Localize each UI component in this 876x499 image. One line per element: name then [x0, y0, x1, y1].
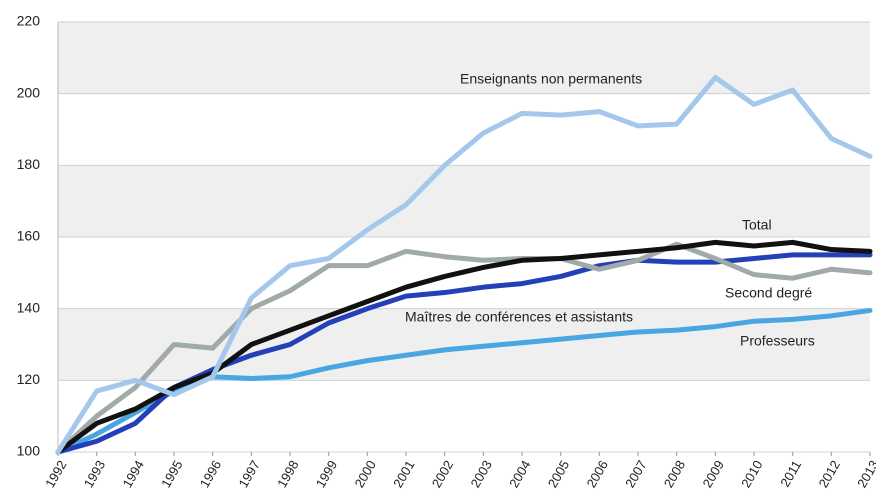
- series-line: [55, 75, 873, 455]
- y-tick-label: 220: [17, 13, 41, 29]
- x-tick-label: 2009: [699, 458, 726, 491]
- y-tick-label: 200: [17, 84, 41, 100]
- x-tick-label: 1999: [313, 458, 340, 491]
- y-tick-label: 140: [17, 299, 41, 315]
- x-tick-label: 2010: [738, 458, 765, 491]
- series-label: Maîtres de conférences et assistants: [405, 309, 633, 325]
- x-tick-label: 2000: [351, 458, 378, 491]
- y-tick-label: 180: [17, 156, 41, 172]
- x-tick-label: 1996: [197, 458, 224, 491]
- background-band: [58, 165, 870, 237]
- x-tick-label: 2008: [661, 458, 688, 491]
- x-tick-label: 2002: [429, 458, 456, 491]
- y-tick-label: 160: [17, 228, 41, 244]
- x-tick-label: 2003: [467, 458, 494, 491]
- series-label: Professeurs: [740, 333, 815, 349]
- x-tick-label: 2005: [545, 458, 572, 491]
- x-tick-label: 1995: [158, 458, 185, 491]
- background-band: [58, 22, 870, 94]
- x-tick-label: 2011: [777, 458, 804, 490]
- series-label: Enseignants non permanents: [460, 71, 642, 87]
- x-tick-label: 2004: [506, 458, 533, 491]
- x-tick-label: 1993: [81, 458, 108, 491]
- series-line: [55, 241, 873, 455]
- x-tick-label: 2013: [854, 458, 876, 491]
- series-label: Second degré: [725, 285, 812, 301]
- series-label: Total: [742, 217, 772, 233]
- y-tick-label: 100: [17, 443, 41, 459]
- x-tick-label: 2012: [815, 458, 842, 491]
- x-tick-label: 1992: [42, 458, 69, 491]
- y-tick-label: 120: [17, 371, 41, 387]
- x-tick-label: 2001: [390, 458, 417, 491]
- x-tick-label: 2006: [583, 458, 610, 491]
- x-tick-label: 1997: [235, 458, 262, 491]
- x-tick-label: 2007: [622, 458, 649, 491]
- x-tick-label: 1994: [119, 458, 146, 491]
- x-tick-label: 1998: [274, 458, 301, 491]
- series-line: [55, 239, 873, 455]
